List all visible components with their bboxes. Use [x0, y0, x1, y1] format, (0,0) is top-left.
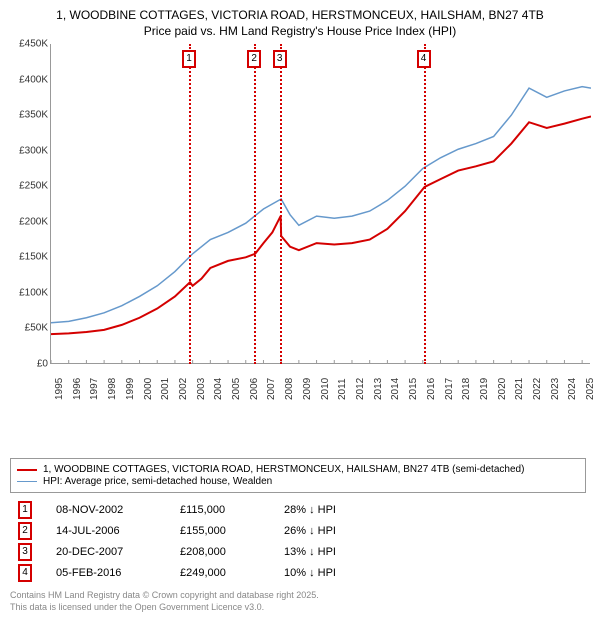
x-tick-label: 2005 — [231, 378, 242, 400]
chart-title: 1, WOODBINE COTTAGES, VICTORIA ROAD, HER… — [10, 8, 590, 22]
x-tick-label: 2001 — [160, 378, 171, 400]
y-tick-label: £300K — [19, 145, 48, 156]
sale-price: £115,000 — [180, 504, 260, 516]
x-tick-label: 2013 — [373, 378, 384, 400]
plot-svg — [51, 44, 591, 364]
y-tick-label: £100K — [19, 287, 48, 298]
marker-box-1: 1 — [182, 50, 196, 68]
marker-line-1 — [189, 44, 191, 364]
series-price_paid — [51, 117, 591, 335]
x-tick-label: 2018 — [461, 378, 472, 400]
sale-price: £155,000 — [180, 525, 260, 537]
sale-marker-1: 1 — [18, 501, 32, 519]
x-tick-label: 2002 — [178, 378, 189, 400]
marker-box-4: 4 — [417, 50, 431, 68]
chart-area: £0 £50K £100K £150K £200K £250K £300K £350K £400… — [10, 44, 590, 414]
sale-diff: 10% ↓ HPI — [284, 567, 364, 579]
x-tick-label: 1998 — [107, 378, 118, 400]
x-tick-label: 2023 — [550, 378, 561, 400]
legend-swatch-price-paid — [17, 469, 37, 471]
sale-date: 20-DEC-2007 — [56, 546, 156, 558]
x-tick-label: 2004 — [213, 378, 224, 400]
legend-swatch-hpi — [17, 481, 37, 482]
x-tick-label: 2003 — [196, 378, 207, 400]
x-tick-label: 2006 — [249, 378, 260, 400]
sale-date: 05-FEB-2016 — [56, 567, 156, 579]
y-tick-label: £150K — [19, 252, 48, 263]
sale-price: £208,000 — [180, 546, 260, 558]
marker-line-2 — [254, 44, 256, 364]
marker-box-2: 2 — [247, 50, 261, 68]
legend-row-price-paid: 1, WOODBINE COTTAGES, VICTORIA ROAD, HER… — [17, 464, 579, 475]
plot-area: 1 23 4 — [50, 44, 590, 364]
sale-row: 4 05-FEB-2016 £249,000 10% ↓ HPI — [18, 564, 590, 582]
x-axis-labels: 1995 1996 1997 1998 1999 2000 2001 2002 2003 2004… — [50, 366, 590, 414]
x-tick-label: 2015 — [408, 378, 419, 400]
marker-line-3 — [280, 44, 282, 364]
x-tick-label: 1996 — [72, 378, 83, 400]
marker-line-4 — [424, 44, 426, 364]
x-tick-label: 2017 — [444, 378, 455, 400]
x-tick-label: 2016 — [426, 378, 437, 400]
x-tick-label: 1995 — [54, 378, 65, 400]
x-tick-label: 2011 — [337, 378, 348, 400]
sales-table: 1 08-NOV-2002 £115,000 28% ↓ HPI 2 14-JUL-200… — [10, 501, 590, 582]
legend: 1, WOODBINE COTTAGES, VICTORIA ROAD, HER… — [10, 458, 586, 493]
chart-subtitle: Price paid vs. HM Land Registry's House … — [10, 24, 590, 38]
sale-marker-3: 3 — [18, 543, 32, 561]
footer-line-1: Contains HM Land Registry data © Crown c… — [10, 590, 590, 602]
y-tick-label: £0 — [37, 359, 48, 370]
x-tick-label: 2025 — [585, 378, 596, 400]
x-tick-label: 1999 — [125, 378, 136, 400]
sale-date: 08-NOV-2002 — [56, 504, 156, 516]
y-tick-label: £400K — [19, 74, 48, 85]
x-tick-label: 1997 — [89, 378, 100, 400]
marker-box-3: 3 — [273, 50, 287, 68]
x-tick-label: 2019 — [479, 378, 490, 400]
x-tick-label: 2014 — [390, 378, 401, 400]
y-tick-label: £50K — [25, 323, 48, 334]
sale-diff: 13% ↓ HPI — [284, 546, 364, 558]
x-tick-label: 2020 — [497, 378, 508, 400]
series-hpi — [51, 87, 591, 323]
x-tick-label: 2000 — [143, 378, 154, 400]
x-tick-label: 2008 — [284, 378, 295, 400]
y-tick-label: £250K — [19, 181, 48, 192]
x-tick-label: 2012 — [355, 378, 366, 400]
sale-marker-2: 2 — [18, 522, 32, 540]
legend-label-price-paid: 1, WOODBINE COTTAGES, VICTORIA ROAD, HER… — [43, 464, 524, 475]
sale-row: 2 14-JUL-2006 £155,000 26% ↓ HPI — [18, 522, 590, 540]
legend-label-hpi: HPI: Average price, semi-detached house,… — [43, 476, 272, 487]
sale-row: 3 20-DEC-2007 £208,000 13% ↓ HPI — [18, 543, 590, 561]
sale-price: £249,000 — [180, 567, 260, 579]
x-tick-label: 2010 — [320, 378, 331, 400]
x-tick-label: 2022 — [532, 378, 543, 400]
sale-marker-4: 4 — [18, 564, 32, 582]
sale-diff: 26% ↓ HPI — [284, 525, 364, 537]
legend-row-hpi: HPI: Average price, semi-detached house,… — [17, 476, 579, 487]
footer: Contains HM Land Registry data © Crown c… — [10, 590, 590, 613]
x-tick-label: 2021 — [514, 378, 525, 400]
y-tick-label: £200K — [19, 216, 48, 227]
y-axis-labels: £0£50K£100K£150K£200K£250K£300K£350K£400… — [10, 44, 50, 364]
sale-date: 14-JUL-2006 — [56, 525, 156, 537]
x-tick-label: 2007 — [266, 378, 277, 400]
footer-line-2: This data is licensed under the Open Gov… — [10, 602, 590, 614]
y-tick-label: £450K — [19, 39, 48, 50]
x-tick-label: 2024 — [567, 378, 578, 400]
sale-row: 1 08-NOV-2002 £115,000 28% ↓ HPI — [18, 501, 590, 519]
chart-container: 1, WOODBINE COTTAGES, VICTORIA ROAD, HER… — [0, 0, 600, 613]
y-tick-label: £350K — [19, 110, 48, 121]
sale-diff: 28% ↓ HPI — [284, 504, 364, 516]
x-tick-label: 2009 — [302, 378, 313, 400]
